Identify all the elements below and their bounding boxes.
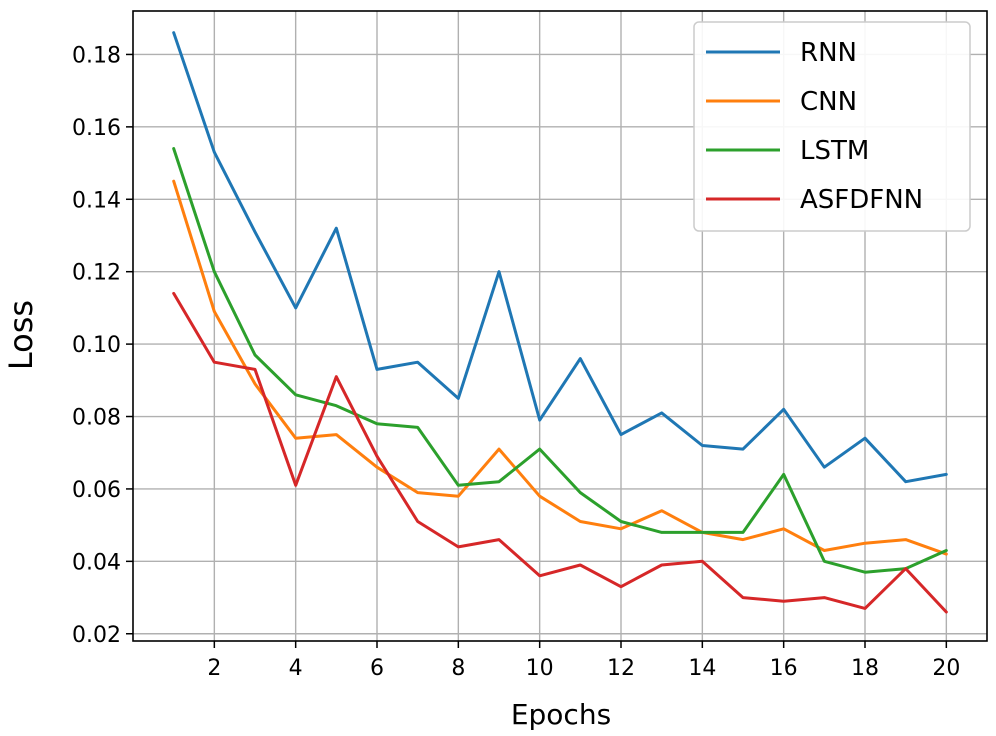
x-tick-label: 16 [770, 656, 798, 681]
y-axis-ticks: 0.02 0.04 0.06 0.08 0.10 0.12 0.14 0.16 0.18 [72, 43, 133, 648]
y-tick-label: 0.04 [72, 550, 121, 575]
legend-box [693, 21, 971, 232]
x-tick-label: 20 [932, 656, 960, 681]
legend-entries: RNN CNN LSTM ASFDFNN [706, 38, 923, 215]
x-axis-ticks: 2 4 6 8 10 12 14 16 18 20 [207, 641, 960, 681]
y-axis-label: Loss [2, 300, 40, 370]
series-line-lstm [172, 147, 948, 574]
y-tick-label: 0.12 [72, 261, 121, 286]
y-tick-label: 0.02 [72, 623, 121, 648]
x-tick-label: 14 [688, 656, 716, 681]
x-tick-label: 10 [526, 656, 554, 681]
legend-label-lstm: LSTM [800, 136, 869, 166]
y-tick-label: 0.08 [72, 406, 121, 431]
x-tick-label: 4 [289, 656, 303, 681]
legend-label-asfdfnn: ASFDFNN [800, 185, 923, 215]
plot-frame [132, 10, 988, 642]
y-tick-label: 0.14 [72, 188, 121, 213]
y-tick-label: 0.18 [72, 43, 121, 68]
legend-label-rnn: RNN [800, 38, 857, 68]
y-tick-label: 0.06 [72, 478, 121, 503]
y-tick-label: 0.10 [72, 333, 121, 358]
legend-label-cnn: CNN [800, 87, 857, 117]
x-tick-label: 12 [607, 656, 635, 681]
x-axis-label: Epochs [511, 698, 611, 731]
series-lines [172, 31, 948, 614]
x-tick-label: 8 [451, 656, 465, 681]
x-tick-label: 18 [851, 656, 879, 681]
y-tick-label: 0.16 [72, 116, 121, 141]
x-tick-label: 2 [207, 656, 221, 681]
x-tick-label: 6 [370, 656, 384, 681]
legend: RNN CNN LSTM ASFDFNN [693, 21, 971, 232]
series-line-asfdfnn [172, 291, 948, 614]
series-line-rnn [172, 31, 948, 484]
